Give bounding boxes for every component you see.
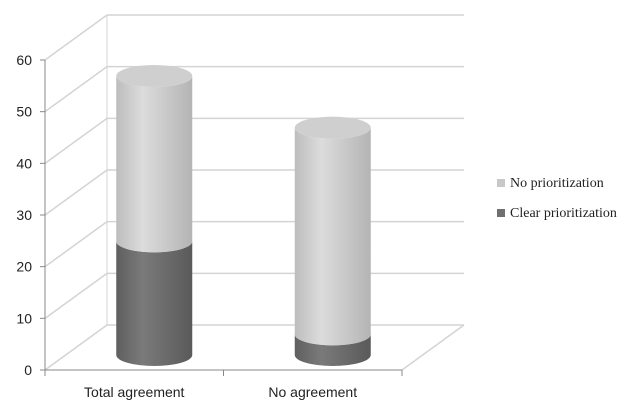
bars — [116, 65, 371, 366]
axes: 0 10 20 30 40 50 60 Total agreement No agreement — [16, 52, 403, 400]
bar-0-clear-prioritization — [116, 241, 193, 366]
x-tick-label-1: No agreement — [268, 384, 357, 400]
y-tick-label-10: 10 — [16, 310, 32, 326]
y-tick-label-60: 60 — [16, 52, 32, 68]
gridline-side-60 — [44, 14, 108, 61]
bar-0-no-prioritization — [116, 76, 193, 253]
y-tick-label-30: 30 — [16, 207, 32, 223]
bar-1-no-prioritization — [294, 127, 371, 346]
bar-top-1 — [294, 116, 371, 139]
gridline-side-30 — [44, 169, 108, 216]
bar-1-clear-prioritization — [294, 334, 371, 366]
gridline-side-0 — [44, 324, 108, 371]
gridline-side-10 — [44, 272, 108, 319]
gridline-side-20 — [44, 221, 108, 268]
x-tick-label-0: Total agreement — [84, 384, 185, 400]
floor-right-edge — [401, 324, 465, 371]
legend-swatch-1 — [497, 209, 505, 217]
gridline-side-50 — [44, 66, 108, 113]
gridline-side-40 — [44, 117, 108, 164]
bar-top-0 — [116, 65, 193, 87]
legend-swatch-0 — [497, 179, 505, 187]
y-tick-label-50: 50 — [16, 104, 32, 120]
y-tick-label-0: 0 — [24, 362, 32, 378]
y-tick-label-20: 20 — [16, 259, 32, 275]
gridlines — [44, 14, 465, 371]
legend-label-0: No prioritization — [510, 176, 604, 191]
legend: No prioritization Clear prioritization — [497, 176, 617, 221]
y-tick-label-40: 40 — [16, 155, 32, 171]
legend-label-1: Clear prioritization — [510, 206, 617, 221]
